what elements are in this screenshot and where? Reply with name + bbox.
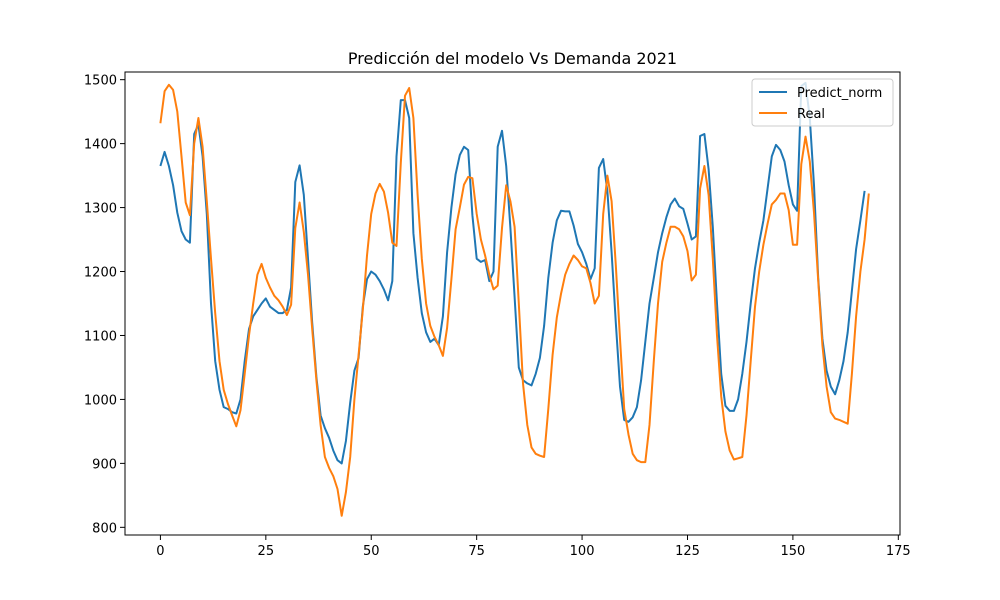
x-axis: 0 25 50 75 100 125 150 175 (156, 535, 911, 559)
x-tick-label: 175 (886, 544, 911, 559)
series-line-predict-norm (159, 81, 866, 465)
legend-label-predict-norm: Predict_norm (797, 86, 882, 101)
legend: Predict_norm Real (751, 78, 894, 127)
y-tick-label: 1400 (84, 138, 117, 153)
y-tick-label: 900 (92, 457, 117, 472)
y-tick-label: 1100 (84, 329, 117, 344)
y-tick-label: 1300 (84, 202, 117, 217)
plot-frame (124, 71, 901, 536)
x-tick-label: 25 (258, 544, 275, 559)
x-tick-label: 150 (780, 544, 805, 559)
y-tick-label: 800 (92, 521, 117, 536)
chart-title: Predicción del modelo Vs Demanda 2021 (348, 49, 677, 68)
series-line-real (159, 83, 870, 517)
x-tick-label: 100 (570, 544, 595, 559)
x-tick-label: 0 (156, 544, 164, 559)
legend-box (751, 78, 894, 127)
y-axis: 800 900 1000 1100 1200 1300 1400 1500 (84, 74, 125, 536)
y-tick-label: 1200 (84, 266, 117, 281)
x-tick-label: 75 (468, 544, 485, 559)
y-tick-label: 1500 (84, 74, 117, 89)
y-tick-label: 1000 (84, 393, 117, 408)
legend-label-real: Real (797, 107, 825, 122)
x-tick-label: 50 (363, 544, 380, 559)
x-tick-label: 125 (675, 544, 700, 559)
